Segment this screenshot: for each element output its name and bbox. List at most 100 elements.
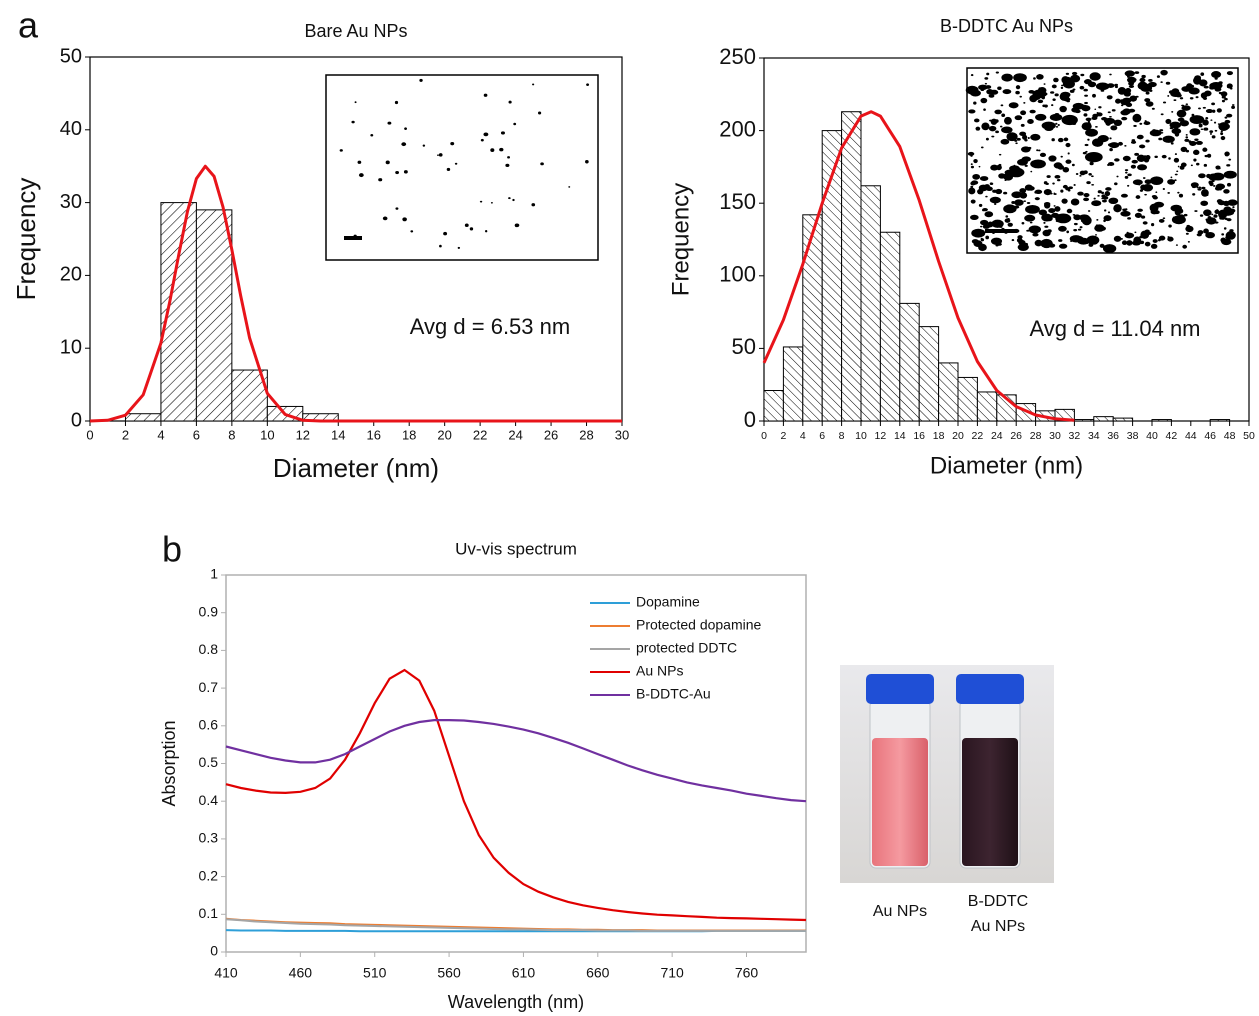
annotation: Avg d = 6.53 nm — [410, 314, 570, 339]
inset-particle — [1001, 126, 1013, 134]
x-tick-label: 26 — [1010, 430, 1022, 442]
inset-particle — [1209, 130, 1214, 133]
inset-particle — [1066, 230, 1070, 234]
inset-particle — [483, 132, 489, 137]
inset-particle — [1003, 191, 1008, 195]
photo-caption: Au NPs — [971, 918, 1025, 935]
inset-particle — [1170, 176, 1173, 179]
inset-particle — [1120, 104, 1124, 107]
inset-particle — [1175, 244, 1178, 246]
inset-particle — [1226, 182, 1232, 187]
inset-particle — [1108, 197, 1119, 205]
x-tick-label: 30 — [1049, 430, 1061, 442]
inset-particle — [1049, 113, 1063, 121]
inset-particle — [387, 121, 392, 125]
inset-particle — [1145, 139, 1150, 143]
inset-particle — [1125, 208, 1128, 211]
inset-particle — [1008, 102, 1019, 109]
inset-particle — [1197, 188, 1202, 191]
inset-particle — [991, 219, 1004, 228]
x-tick-label: 26 — [544, 427, 558, 442]
inset-particle — [1139, 144, 1146, 149]
inset-particle — [1045, 182, 1049, 185]
bar — [899, 302, 920, 422]
y-tick-label: 0.4 — [199, 792, 219, 808]
photo-caption: Au NPs — [873, 903, 927, 920]
inset-particle — [1107, 211, 1111, 214]
inset-particle — [1000, 104, 1004, 107]
inset-particle — [999, 125, 1003, 128]
inset-particle — [996, 242, 1002, 246]
inset-particle — [1095, 82, 1110, 91]
inset-particle — [1015, 142, 1018, 145]
x-tick-label: 30 — [615, 427, 629, 442]
y-tick-label: 0 — [210, 943, 218, 959]
inset-particle — [1109, 142, 1120, 149]
inset-particle — [1158, 235, 1166, 241]
inset-particle — [483, 93, 488, 97]
inset-particle — [1054, 174, 1061, 179]
inset-particle — [1205, 116, 1209, 120]
y-tick-label: 0.2 — [199, 867, 219, 883]
inset-particle — [1094, 108, 1097, 111]
inset-particle — [1208, 173, 1219, 181]
inset-particle — [980, 87, 985, 92]
inset-particle — [1034, 191, 1038, 194]
vial-photo — [840, 665, 1054, 883]
inset-particle — [1015, 90, 1020, 95]
y-tick-label: 150 — [719, 189, 756, 214]
x-tick-label: 760 — [735, 965, 759, 981]
inset-particle — [1097, 195, 1100, 197]
chart-title: B-DDTC Au NPs — [940, 16, 1073, 36]
inset-particle — [989, 89, 999, 95]
inset-particle — [1089, 161, 1094, 166]
inset-particle — [1017, 158, 1028, 166]
inset-particle — [1044, 104, 1048, 108]
inset-particle — [1042, 229, 1051, 237]
inset-particle — [983, 108, 986, 111]
x-tick-label: 410 — [214, 965, 238, 981]
inset-particle — [1200, 128, 1204, 131]
inset-particle — [1203, 127, 1209, 131]
inset-particle — [1063, 137, 1069, 142]
x-tick-label: 610 — [512, 965, 536, 981]
inset-particle — [1025, 205, 1040, 214]
bar — [1151, 419, 1172, 422]
inset-particle — [1034, 239, 1043, 247]
inset-particle — [1179, 120, 1189, 127]
inset-particle — [1142, 177, 1146, 179]
inset-particle — [1220, 91, 1228, 97]
inset-particle — [1100, 89, 1105, 92]
inset-particle — [1226, 71, 1233, 76]
inset-particle — [1137, 208, 1143, 212]
bar — [841, 111, 862, 422]
inset-particle — [1185, 134, 1188, 136]
inset-particle — [1020, 146, 1031, 153]
y-axis-label: Frequency — [667, 183, 694, 296]
inset-particle — [439, 244, 442, 248]
inset-particle — [1083, 88, 1088, 92]
inset-particle — [1066, 100, 1070, 103]
inset-particle — [385, 160, 390, 165]
inset-particle — [1024, 214, 1036, 222]
x-tick-label: 36 — [1107, 430, 1119, 442]
x-tick-label: 24 — [508, 427, 522, 442]
inset-particle — [1203, 90, 1212, 97]
y-tick-label: 50 — [732, 334, 756, 359]
inset-particle — [1174, 179, 1177, 182]
inset-particle — [984, 77, 989, 80]
x-tick-label: 18 — [933, 430, 945, 442]
x-tick-label: 46 — [1204, 430, 1216, 442]
inset-particle — [1132, 113, 1142, 123]
inset-particle — [1144, 179, 1152, 185]
inset-particle — [1196, 78, 1200, 81]
x-tick-label: 44 — [1185, 430, 1197, 442]
inset-particle — [1058, 225, 1067, 232]
inset-particle — [382, 216, 388, 221]
inset-particle — [1173, 157, 1180, 163]
inset-particle — [1183, 213, 1188, 217]
inset-particle — [1070, 74, 1081, 83]
bar — [763, 390, 784, 422]
inset-particle — [1091, 183, 1095, 186]
annotation: Avg d = 11.04 nm — [1029, 316, 1200, 341]
